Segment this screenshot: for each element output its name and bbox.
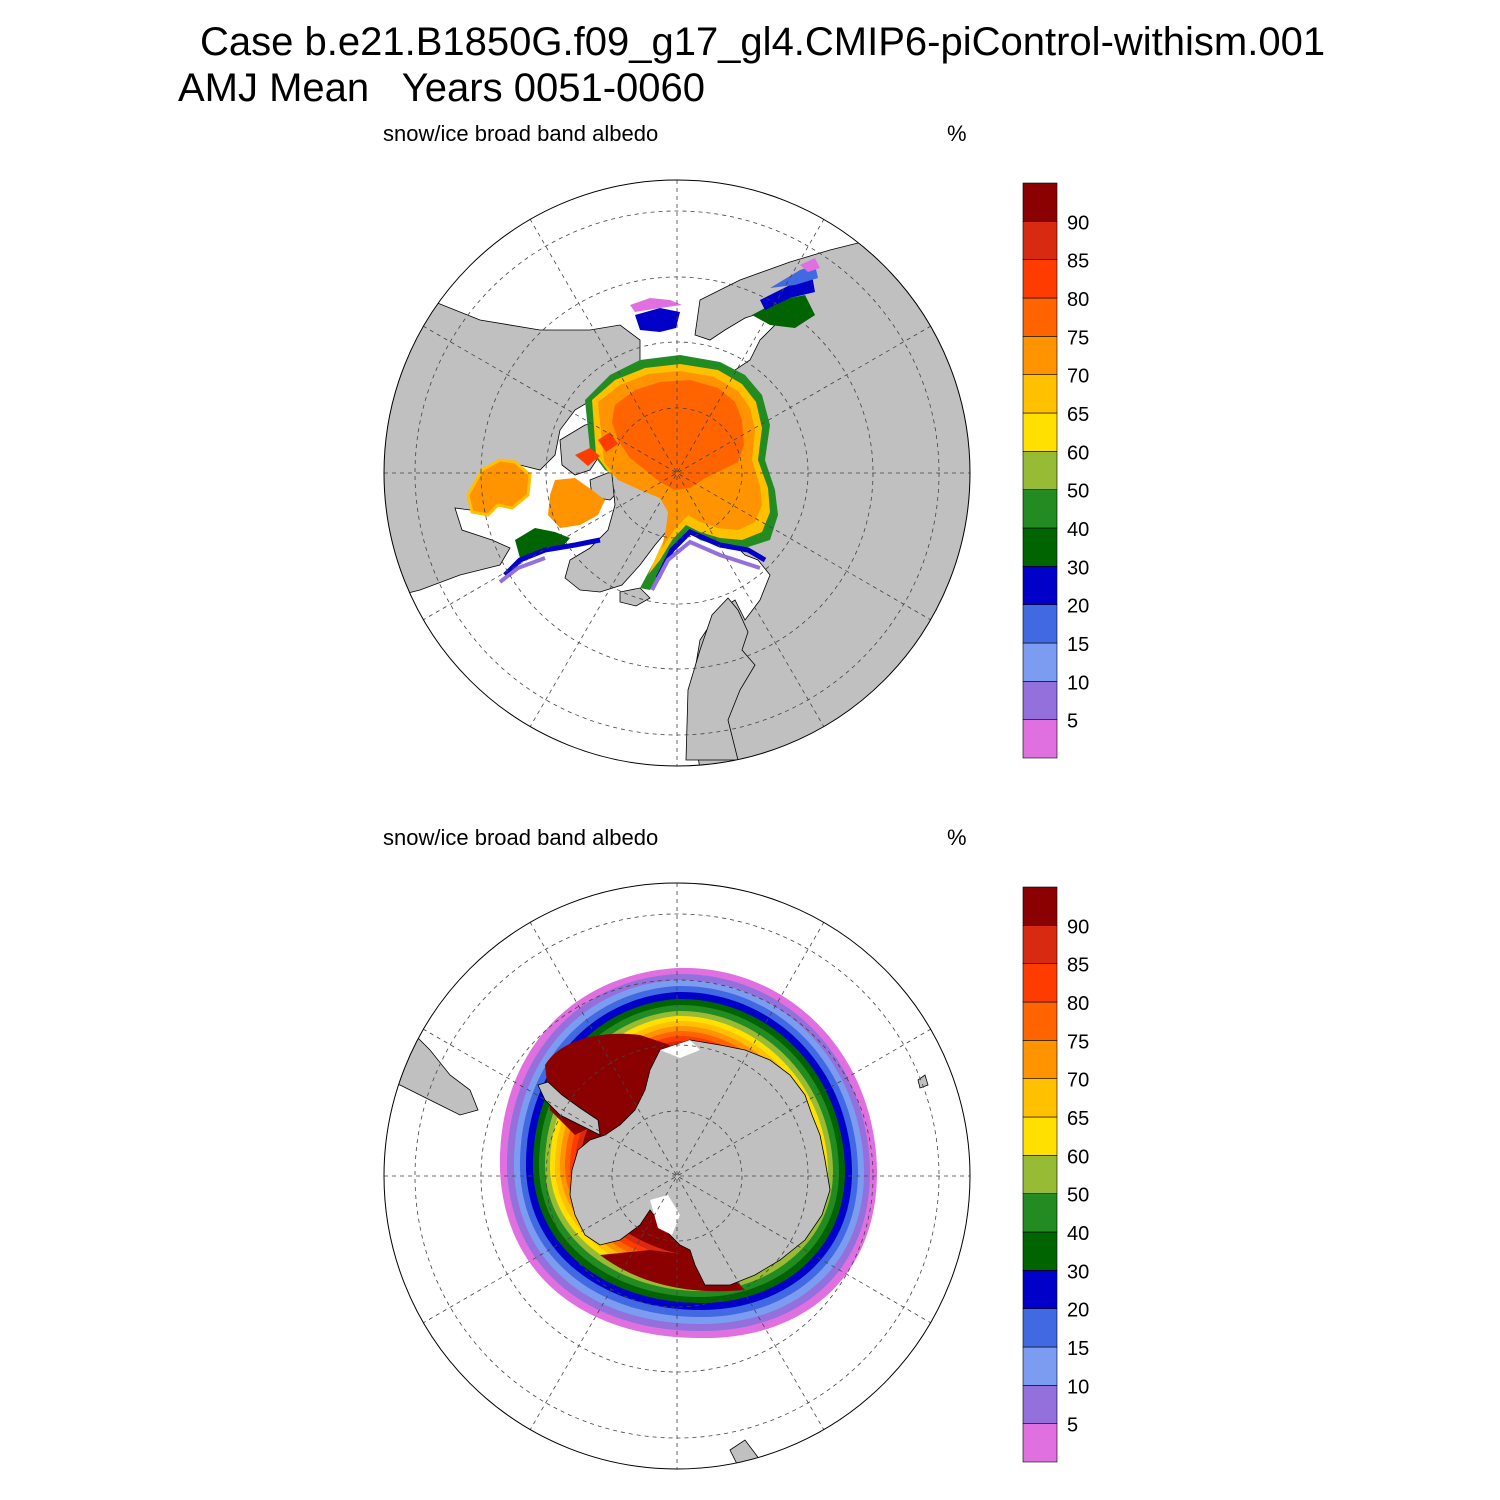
north-colorbar-box: [1022, 297, 1058, 337]
north-colorbar-label: 65: [1067, 404, 1089, 426]
north-ice-edge-blue-west: [503, 537, 601, 577]
north-ice-baffin: [548, 478, 605, 528]
south-colorbar-box: [1022, 1078, 1058, 1118]
south-colorbar-box: [1022, 1155, 1058, 1194]
south-colorbar-box: [1022, 1231, 1058, 1271]
north-colorbar-box: [1022, 566, 1058, 605]
south-colorbar-label: 5: [1067, 1415, 1078, 1437]
north-map-border: [383, 179, 971, 767]
north-colorbar-label: 10: [1067, 672, 1089, 694]
south-colorbar-box: [1022, 1423, 1058, 1463]
south-map-border: [383, 882, 971, 1470]
south-colorbar-box: [1022, 1385, 1058, 1424]
north-colorbar-label: 30: [1067, 557, 1089, 579]
south-colorbar-label: 10: [1067, 1376, 1089, 1398]
figure-title-line1: Case b.e21.B1850G.f09_g17_gl4.CMIP6-piCo…: [200, 20, 1326, 64]
south-colorbar-box: [1022, 963, 1058, 1003]
north-colorbar: 5 10 15 20 30 40 50 60 65 70 75 80 85 90: [1022, 182, 1089, 759]
north-colorbar-box: [1022, 451, 1058, 490]
north-ice-hudson: [466, 458, 532, 517]
north-colorbar-label: 15: [1067, 634, 1089, 656]
north-colorbar-box: [1022, 259, 1058, 299]
south-colorbar-box: [1022, 1308, 1058, 1348]
south-colorbar-label: 75: [1067, 1031, 1089, 1053]
south-polar-map: [384, 883, 970, 1469]
north-colorbar-label: 40: [1067, 519, 1089, 541]
north-colorbar-label: 60: [1067, 442, 1089, 464]
north-ice-edge-blue-east: [655, 529, 767, 580]
south-colorbar-box: [1022, 1346, 1058, 1386]
south-colorbar-label: 50: [1067, 1185, 1089, 1207]
north-colorbar-label: 5: [1067, 711, 1078, 733]
north-colorbar-box: [1022, 412, 1058, 452]
north-ice-okhotsk: [752, 295, 815, 328]
north-colorbar-label: 70: [1067, 366, 1089, 388]
south-colorbar-label: 20: [1067, 1300, 1089, 1322]
north-colorbar-box: [1022, 374, 1058, 414]
north-colorbar-box: [1022, 604, 1058, 644]
north-colorbar-label: 50: [1067, 481, 1089, 503]
south-colorbar-label: 70: [1067, 1070, 1089, 1092]
north-ice-bering: [635, 308, 680, 332]
figure-title-line2: AMJ Mean Years 0051-0060: [178, 66, 706, 110]
north-panel-label: snow/ice broad band albedo: [383, 121, 659, 146]
north-colorbar-box: [1022, 489, 1058, 529]
south-colorbar-label: 15: [1067, 1338, 1089, 1360]
south-colorbar-box: [1022, 1116, 1058, 1156]
south-land-peninsula: [537, 1081, 601, 1136]
south-colorbar-label: 40: [1067, 1223, 1089, 1245]
north-panel-units: %: [947, 121, 967, 146]
south-colorbar-box: [1022, 1270, 1058, 1309]
south-colorbar-box: [1022, 1001, 1058, 1041]
north-colorbar-label: 75: [1067, 327, 1089, 349]
north-polar-map: [384, 180, 970, 766]
south-colorbar-box: [1022, 925, 1058, 964]
south-colorbar-label: 90: [1067, 916, 1089, 938]
south-colorbar-box: [1022, 886, 1058, 926]
south-colorbar-label: 30: [1067, 1261, 1089, 1283]
south-colorbar-box: [1022, 1193, 1058, 1233]
north-graticule: [384, 180, 970, 766]
north-colorbar-label: 80: [1067, 289, 1089, 311]
north-colorbar-box: [1022, 182, 1058, 222]
north-colorbar-box: [1022, 681, 1058, 720]
north-colorbar-box: [1022, 642, 1058, 682]
south-colorbar-label: 60: [1067, 1146, 1089, 1168]
north-colorbar-box: [1022, 221, 1058, 260]
south-colorbar-label: 80: [1067, 993, 1089, 1015]
north-colorbar-box: [1022, 527, 1058, 567]
north-ice-core: [612, 380, 744, 490]
south-colorbar-label: 65: [1067, 1108, 1089, 1130]
north-colorbar-box: [1022, 719, 1058, 759]
south-colorbar-box: [1022, 1040, 1058, 1079]
north-colorbar-label: 90: [1067, 212, 1089, 234]
south-graticule: [384, 883, 970, 1469]
north-colorbar-label: 85: [1067, 251, 1089, 273]
south-colorbar: 5 10 15 20 30 40 50 60 65 70 75 80 85 90: [1022, 886, 1089, 1463]
north-ice-labrador-green: [515, 528, 570, 558]
north-colorbar-box: [1022, 336, 1058, 375]
south-colorbar-label: 85: [1067, 955, 1089, 977]
north-colorbar-label: 20: [1067, 596, 1089, 618]
south-panel-label: snow/ice broad band albedo: [383, 825, 659, 850]
north-land-europe: [685, 597, 756, 761]
south-panel-units: %: [947, 825, 967, 850]
